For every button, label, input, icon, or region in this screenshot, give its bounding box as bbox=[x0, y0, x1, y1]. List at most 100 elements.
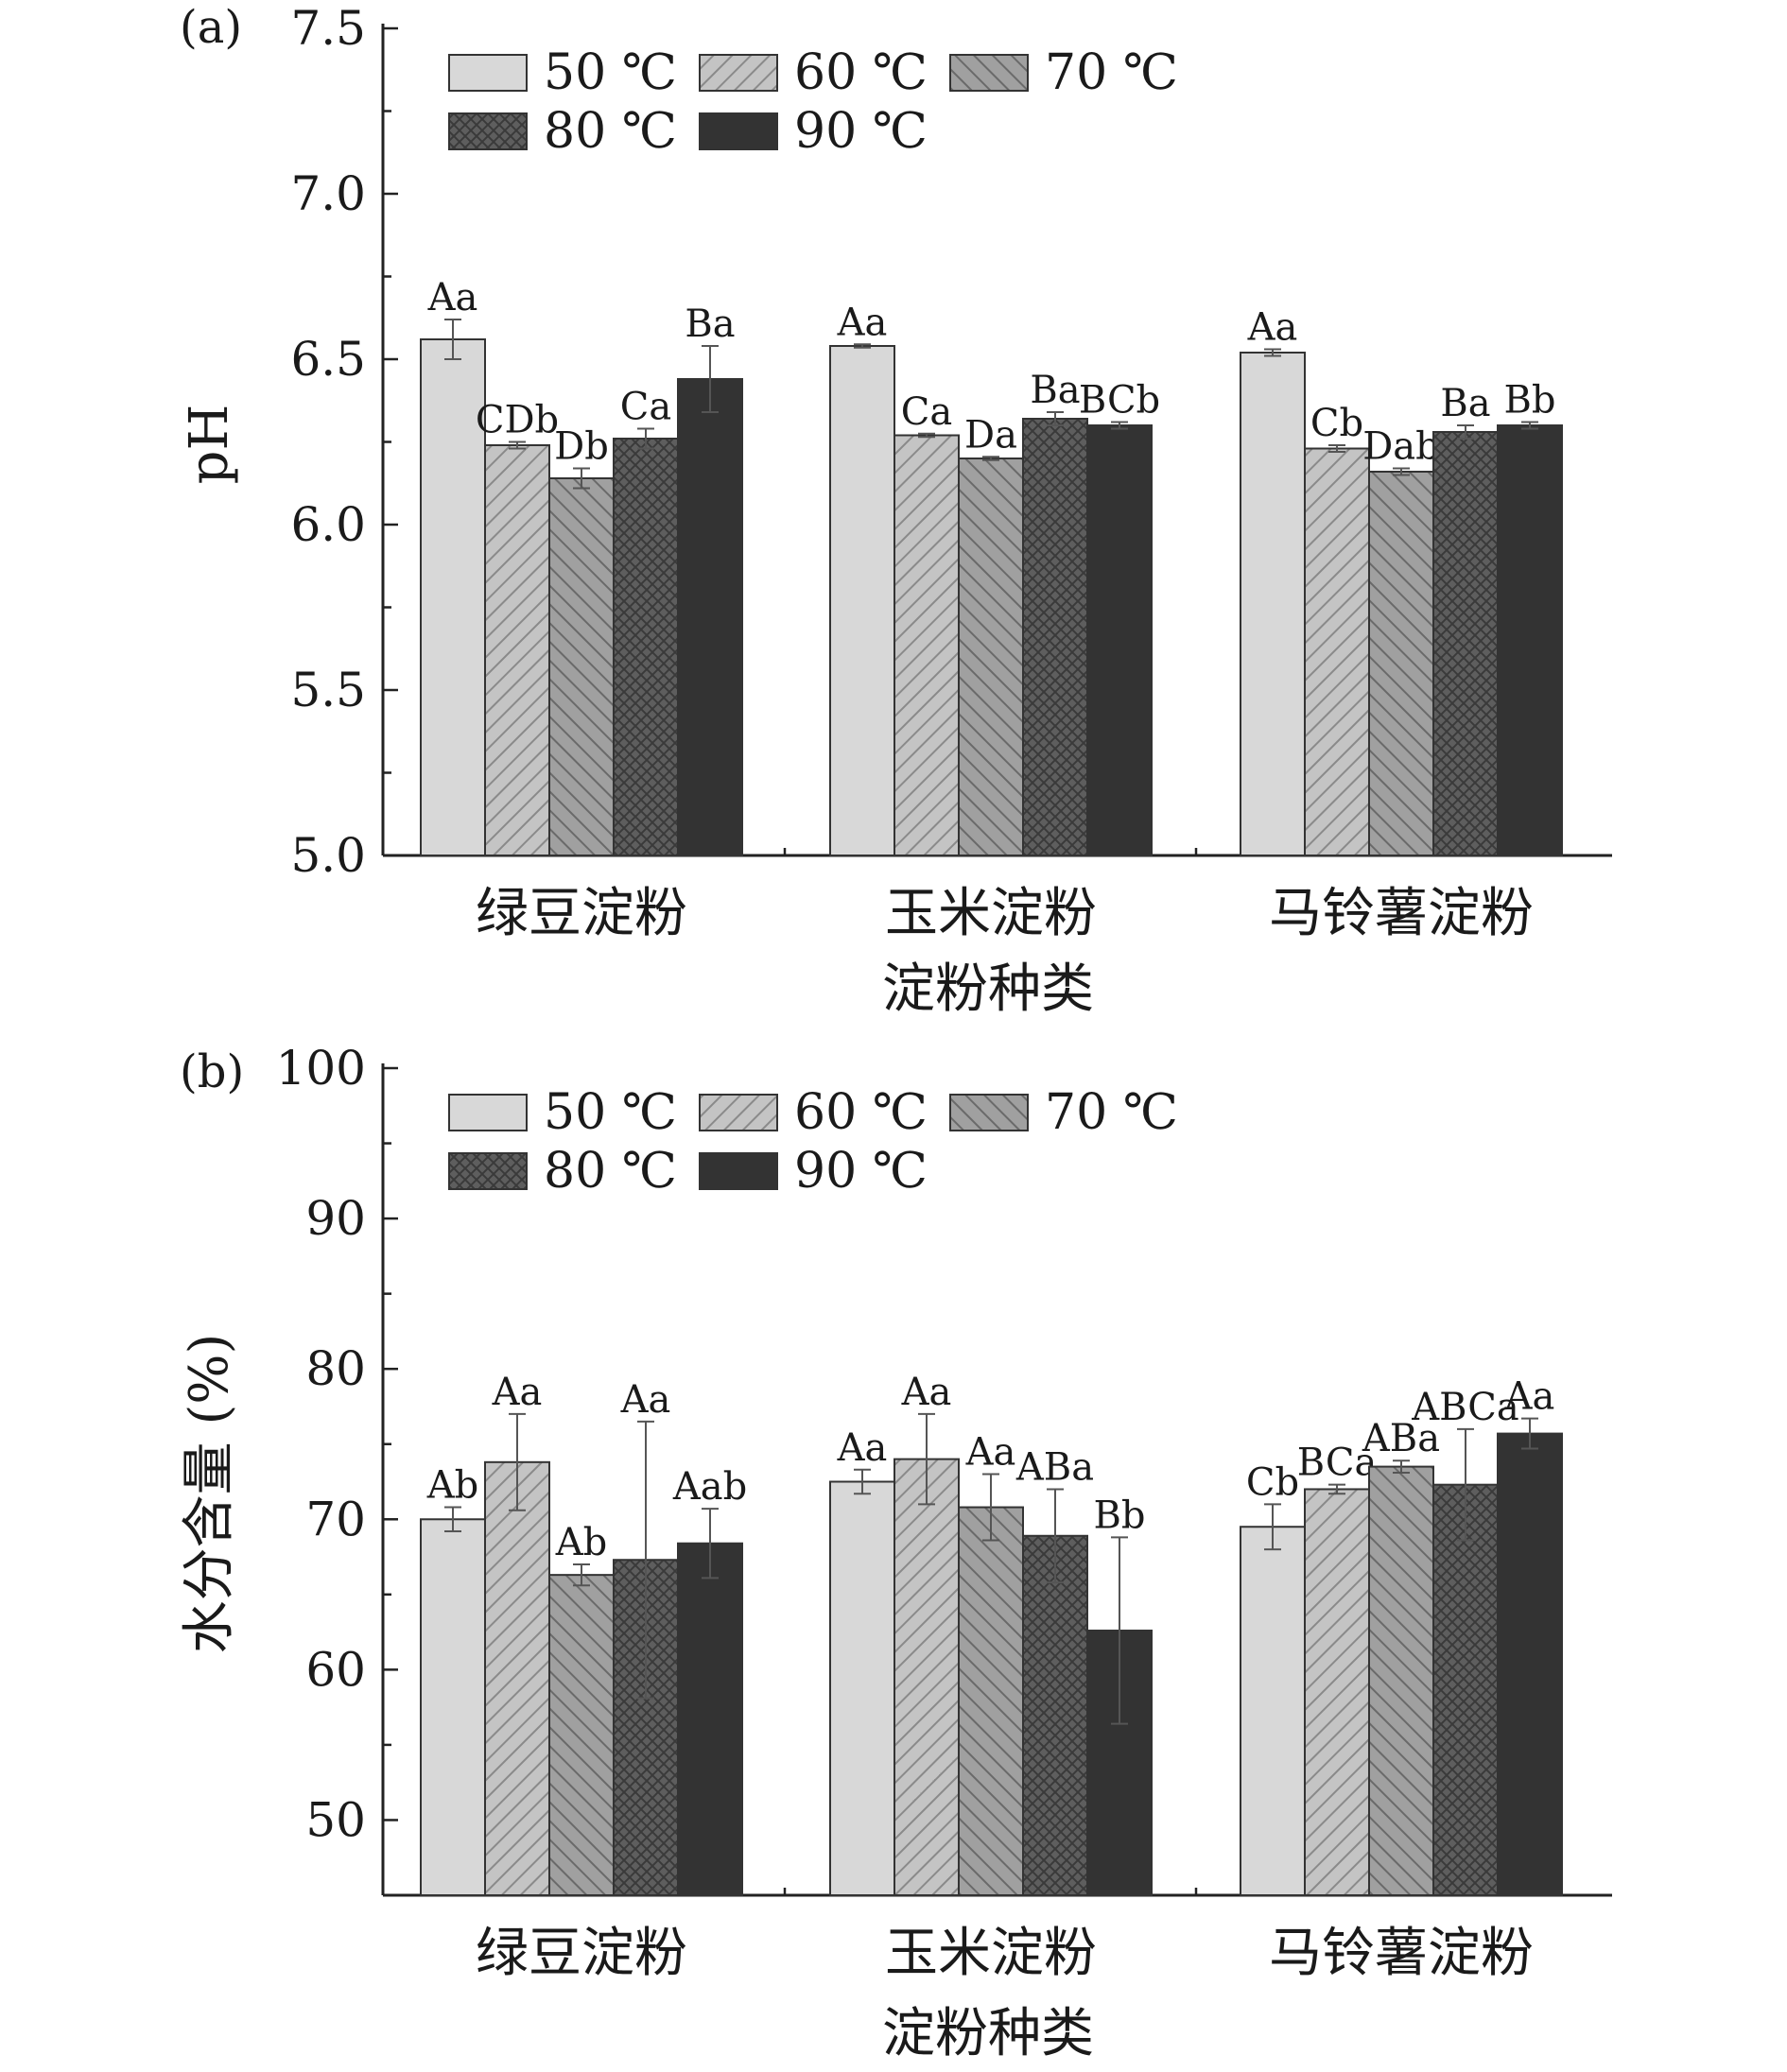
data-label: CDb bbox=[476, 399, 559, 442]
data-label: Bb bbox=[1094, 1494, 1146, 1537]
data-label: Aa bbox=[837, 1426, 888, 1470]
legend-label: 50 ℃ bbox=[544, 44, 677, 101]
data-label: Aab bbox=[672, 1465, 747, 1509]
error-bar bbox=[1457, 1427, 1474, 1542]
data-label: Aa bbox=[1247, 306, 1298, 350]
bar bbox=[677, 1542, 743, 1897]
legend-swatch bbox=[699, 54, 778, 92]
error-bar bbox=[509, 1412, 526, 1511]
x-tick-label: 马铃薯淀粉 bbox=[1269, 1923, 1534, 1984]
y-tick-label: 7.0 bbox=[290, 166, 366, 221]
x-tick-label: 绿豆淀粉 bbox=[476, 1923, 687, 1984]
error-bar bbox=[637, 427, 654, 450]
legend: 50 ℃ 60 ℃ 70 ℃ 80 ℃ 90 ℃ bbox=[448, 1084, 1178, 1200]
x-tick-label: 玉米淀粉 bbox=[885, 1923, 1097, 1984]
error-bar bbox=[1328, 444, 1345, 453]
legend-swatch bbox=[448, 1152, 528, 1190]
legend-swatch bbox=[448, 54, 528, 92]
legend-swatch bbox=[699, 1094, 778, 1131]
bar bbox=[1022, 418, 1088, 856]
data-label: Aa bbox=[965, 1431, 1016, 1475]
bar bbox=[1086, 424, 1153, 856]
error-bar bbox=[982, 1473, 999, 1542]
error-bar bbox=[854, 1468, 871, 1495]
data-label: Ba bbox=[1440, 382, 1490, 425]
x-axis-title: 淀粉种类 bbox=[882, 2003, 1094, 2064]
data-label: Ca bbox=[620, 386, 671, 429]
error-bar bbox=[982, 456, 999, 461]
data-label: ABa bbox=[1015, 1445, 1094, 1489]
error-bar bbox=[1521, 421, 1538, 430]
legend-label: 80 ℃ bbox=[544, 103, 677, 160]
legend-label: 90 ℃ bbox=[794, 103, 928, 160]
bar bbox=[894, 434, 960, 856]
legend: 50 ℃ 60 ℃ 70 ℃ 80 ℃ 90 ℃ bbox=[448, 44, 1178, 160]
data-label: Ba bbox=[1030, 369, 1080, 412]
legend-label: 80 ℃ bbox=[544, 1143, 677, 1200]
y-tick-label: 6.5 bbox=[290, 332, 366, 387]
data-label: Ca bbox=[901, 390, 952, 434]
error-bar bbox=[1393, 1459, 1410, 1474]
y-tick-label: 50 bbox=[305, 1792, 366, 1847]
bar bbox=[1240, 1526, 1306, 1897]
legend-swatch bbox=[949, 1094, 1029, 1131]
legend-swatch bbox=[448, 1094, 528, 1131]
y-axis: 5.0 5.5 6.0 6.5 7.0 7.5 绿豆淀粉 玉米淀粉 马铃薯淀粉 bbox=[290, 1, 1612, 944]
error-bar bbox=[444, 319, 461, 360]
y-tick-label: 5.5 bbox=[290, 663, 366, 717]
error-bar bbox=[1521, 1417, 1538, 1450]
legend-label: 60 ℃ bbox=[794, 44, 928, 101]
x-axis-title: 淀粉种类 bbox=[882, 958, 1094, 1020]
error-bar bbox=[1328, 1483, 1345, 1495]
y-axis-title: 水分含量 (%) bbox=[179, 1334, 240, 1654]
error-bar bbox=[509, 440, 526, 450]
bar bbox=[829, 1480, 895, 1896]
data-label: Ab bbox=[555, 1521, 608, 1564]
legend-label: 50 ℃ bbox=[544, 1084, 677, 1141]
data-label: Cb bbox=[1310, 402, 1363, 445]
error-bar bbox=[1111, 1536, 1128, 1725]
data-label: BCb bbox=[1079, 379, 1160, 423]
bar bbox=[484, 1460, 550, 1897]
error-bar bbox=[1047, 1488, 1064, 1584]
bar bbox=[958, 1506, 1024, 1896]
data-label: Bb bbox=[1504, 379, 1556, 423]
data-label: Aa bbox=[1504, 1375, 1555, 1419]
legend-label: 70 ℃ bbox=[1045, 44, 1178, 101]
error-bar bbox=[1111, 421, 1128, 430]
error-bar bbox=[854, 343, 871, 349]
bar bbox=[1432, 431, 1499, 856]
error-bar bbox=[918, 1412, 935, 1506]
y-tick-label: 70 bbox=[305, 1492, 366, 1546]
error-bar bbox=[637, 1420, 654, 1700]
legend-label: 90 ℃ bbox=[794, 1143, 928, 1200]
y-tick-label: 7.5 bbox=[290, 1, 366, 56]
panel-label: (a) bbox=[180, 1, 242, 54]
error-bar bbox=[702, 1508, 719, 1580]
legend-swatch bbox=[699, 112, 778, 150]
data-label: BCa bbox=[1297, 1442, 1378, 1485]
data-label: Cb bbox=[1246, 1460, 1299, 1504]
data-label: Aa bbox=[837, 301, 888, 344]
data-label: Aa bbox=[492, 1371, 543, 1414]
bar bbox=[1432, 1483, 1499, 1896]
y-tick-label: 90 bbox=[305, 1191, 366, 1246]
legend-swatch bbox=[699, 1152, 778, 1190]
bar bbox=[1240, 352, 1306, 856]
bar bbox=[548, 477, 615, 856]
error-bar bbox=[702, 345, 719, 413]
error-bar bbox=[1457, 424, 1474, 440]
bar bbox=[1368, 471, 1434, 856]
data-label: Db bbox=[554, 425, 609, 469]
bar bbox=[677, 378, 743, 856]
data-label: ABCa bbox=[1411, 1386, 1518, 1429]
error-bar bbox=[918, 432, 935, 439]
bar bbox=[1022, 1534, 1088, 1896]
error-bar bbox=[1264, 1503, 1281, 1551]
data-label: Ab bbox=[426, 1464, 479, 1508]
y-tick-label: 6.0 bbox=[290, 497, 366, 552]
